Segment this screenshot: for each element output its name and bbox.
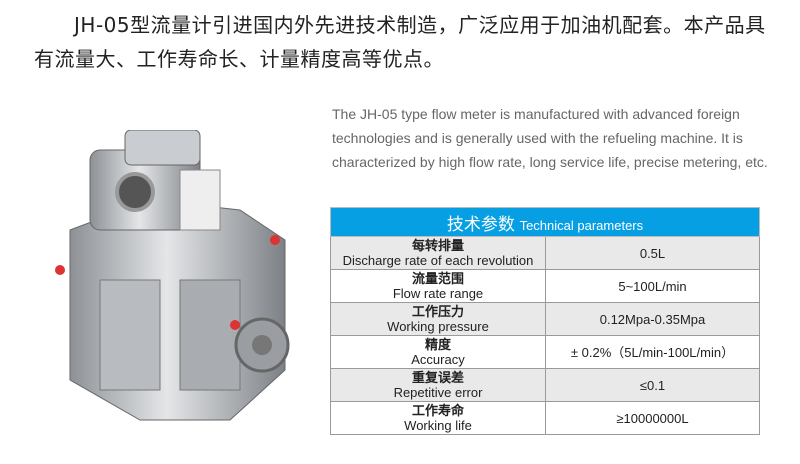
parameter-value: ± 0.2%（5L/min-100L/min） [545, 335, 760, 369]
parameter-value: ≥10000000L [545, 401, 760, 435]
table-row: 每转排量 Discharge rate of each revolution 0.5… [330, 236, 760, 270]
parameter-value: 5~100L/min [545, 269, 760, 303]
flow-meter-image [55, 130, 290, 421]
technical-parameters-table: 技术参数 Technical parameters 每转排量 Discharge … [330, 207, 760, 435]
table-row: 工作压力 Working pressure 0.12Mpa-0.35Mpa [330, 302, 760, 336]
intro-chinese: JH-05型流量计引进国内外先进技术制造，广泛应用于加油机配套。本产品具有流量大… [34, 13, 766, 71]
table-header: 技术参数 Technical parameters [330, 207, 760, 237]
table-row: 重复误差 Repetitive error ≤0.1 [330, 368, 760, 402]
table-row: 精度 Accuracy ± 0.2%（5L/min-100L/min） [330, 335, 760, 369]
parameter-value: 0.12Mpa-0.35Mpa [545, 302, 760, 336]
parameter-value: ≤0.1 [545, 368, 760, 402]
parameter-name: 精度 Accuracy [330, 335, 546, 369]
table-row: 流量范围 Flow rate range 5~100L/min [330, 269, 760, 303]
parameter-value: 0.5L [545, 236, 760, 270]
parameter-name: 每转排量 Discharge rate of each revolution [330, 236, 546, 270]
table-row: 工作寿命 Working life ≥10000000L [330, 401, 760, 435]
parameter-name: 流量范围 Flow rate range [330, 269, 546, 303]
parameter-name: 工作寿命 Working life [330, 401, 546, 435]
parameter-name: 工作压力 Working pressure [330, 302, 546, 336]
parameter-name: 重复误差 Repetitive error [330, 368, 546, 402]
intro-english: The JH-05 type flow meter is manufacture… [332, 106, 768, 170]
